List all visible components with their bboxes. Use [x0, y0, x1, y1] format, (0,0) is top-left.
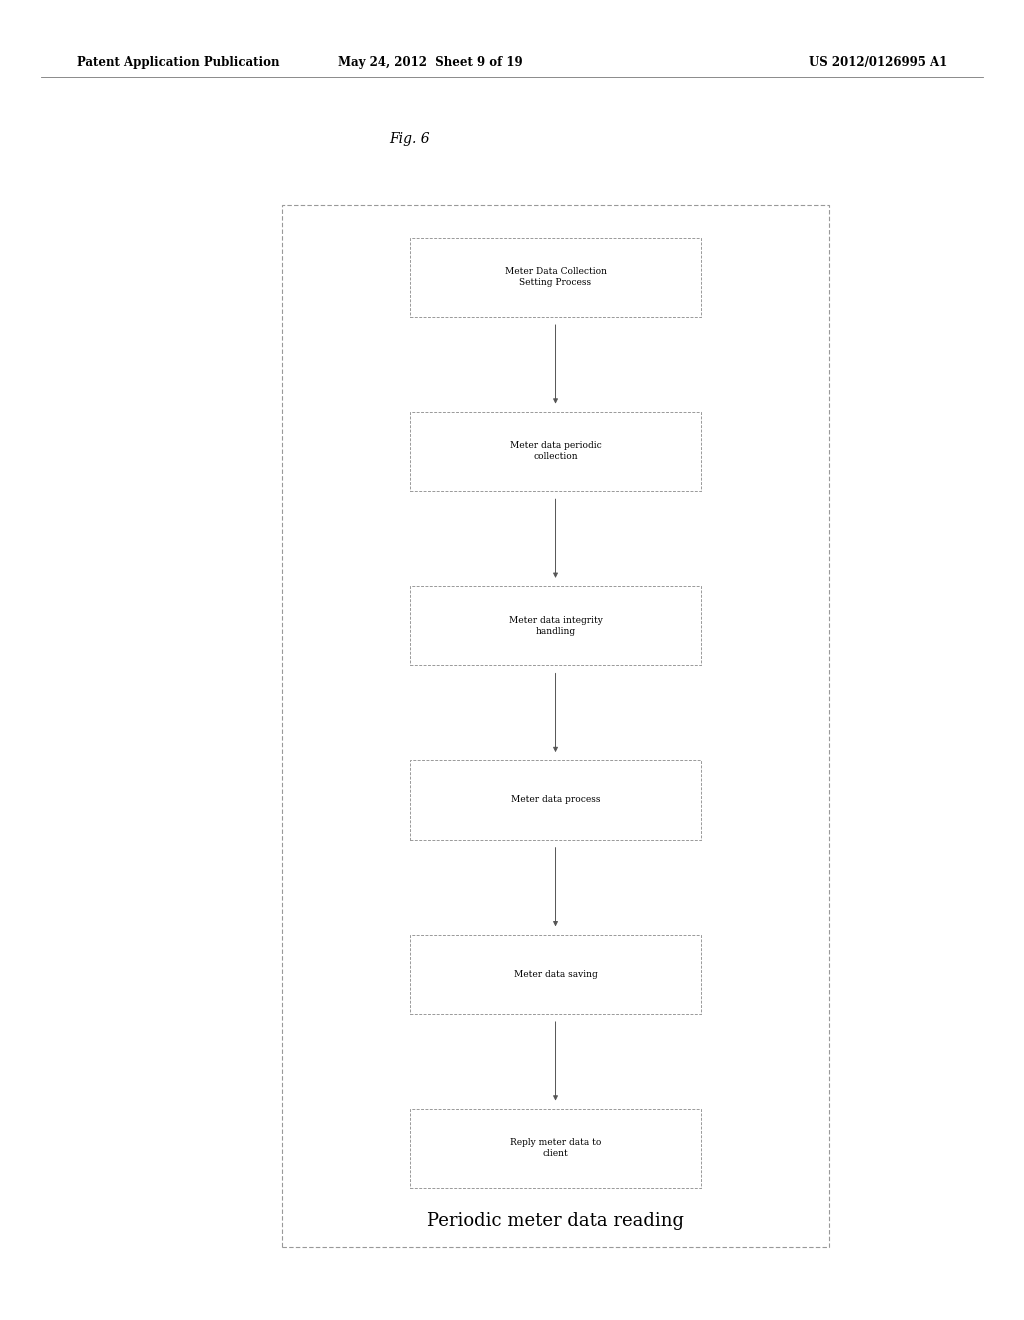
Text: Reply meter data to
client: Reply meter data to client — [510, 1138, 601, 1159]
Bar — [410, 586, 701, 665]
Bar — [410, 412, 701, 491]
Text: US 2012/0126995 A1: US 2012/0126995 A1 — [809, 55, 947, 69]
Text: Meter data periodic
collection: Meter data periodic collection — [510, 441, 601, 462]
Text: Fig. 6: Fig. 6 — [389, 132, 430, 145]
Text: May 24, 2012  Sheet 9 of 19: May 24, 2012 Sheet 9 of 19 — [338, 55, 522, 69]
Bar — [410, 935, 701, 1014]
Text: Meter data saving: Meter data saving — [514, 970, 597, 978]
Text: Patent Application Publication: Patent Application Publication — [77, 55, 280, 69]
Text: Periodic meter data reading: Periodic meter data reading — [427, 1212, 684, 1230]
Bar — [410, 760, 701, 840]
Bar — [282, 205, 829, 1247]
Text: Meter Data Collection
Setting Process: Meter Data Collection Setting Process — [505, 267, 606, 288]
Bar — [410, 1109, 701, 1188]
Bar — [410, 238, 701, 317]
Text: Meter data process: Meter data process — [511, 796, 600, 804]
Text: Meter data integrity
handling: Meter data integrity handling — [509, 615, 602, 636]
